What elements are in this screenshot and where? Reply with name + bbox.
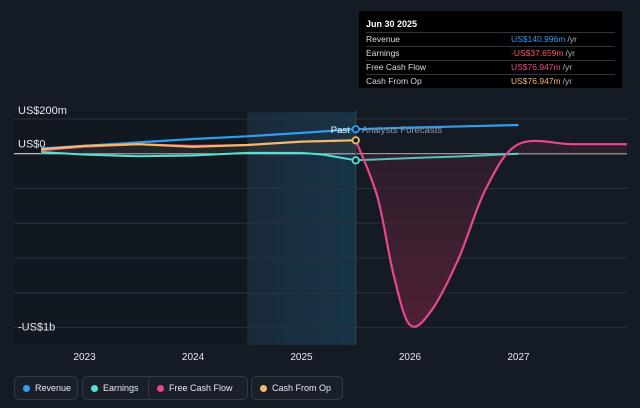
tooltip-row-cfo: Cash From Op US$76.947m/yr bbox=[366, 74, 615, 88]
series-line-earnings-forecast bbox=[355, 152, 519, 162]
x-tick-label: 2023 bbox=[73, 352, 96, 363]
tooltip-number: US$76.947m bbox=[511, 62, 561, 72]
x-tick-label: 2027 bbox=[507, 352, 530, 363]
x-tick-label: 2026 bbox=[399, 352, 422, 363]
last-year-band bbox=[247, 112, 356, 345]
y-tick-label: US$0 bbox=[18, 139, 46, 151]
tooltip-unit: /yr bbox=[562, 62, 573, 72]
tooltip-unit: /yr bbox=[567, 34, 577, 44]
past-label: Past bbox=[331, 125, 350, 136]
revenue-marker bbox=[351, 125, 360, 134]
forecast-label: Analysts Forecasts bbox=[362, 125, 442, 136]
tooltip-number: US$140.996m bbox=[511, 34, 566, 44]
tooltip-value: US$140.996m/yr bbox=[511, 33, 577, 46]
fcf-dot-icon bbox=[157, 385, 164, 392]
revenue-dot-icon bbox=[23, 385, 30, 392]
cfo-dot-icon bbox=[260, 385, 267, 392]
tooltip-label: Free Cash Flow bbox=[366, 62, 426, 72]
tooltip-number: -US$37.659m bbox=[511, 48, 564, 58]
legend-label: Cash From Op bbox=[272, 383, 332, 393]
tooltip-row-fcf: Free Cash Flow US$76.947m/yr bbox=[366, 60, 615, 74]
tooltip-unit: /yr bbox=[565, 48, 575, 58]
series-line-fcf-forecast bbox=[354, 139, 627, 328]
tooltip-value: -US$37.659m/yr bbox=[511, 47, 575, 60]
tooltip-label: Revenue bbox=[366, 34, 401, 44]
tooltip-number: US$76.947m bbox=[511, 76, 561, 86]
earnings-marker bbox=[351, 156, 360, 165]
tooltip-value: US$76.947m/yr bbox=[511, 61, 572, 74]
y-tick-label: -US$1b bbox=[18, 322, 55, 334]
legend-label: Free Cash Flow bbox=[169, 383, 233, 393]
x-tick-label: 2025 bbox=[290, 352, 313, 363]
tooltip-unit: /yr bbox=[562, 76, 573, 86]
legend-item-fcf[interactable]: Free Cash Flow bbox=[148, 376, 248, 400]
y-tick-label: US$200m bbox=[18, 105, 67, 117]
fcf-area bbox=[355, 140, 627, 327]
earnings-dot-icon bbox=[91, 385, 98, 392]
tooltip-row-earnings: Earnings -US$37.659m/yr bbox=[366, 46, 615, 60]
legend-label: Revenue bbox=[35, 383, 72, 393]
tooltip-row-revenue: Revenue US$140.996m/yr bbox=[366, 32, 615, 46]
tooltip-value: US$76.947m/yr bbox=[511, 75, 572, 88]
tooltip-date: Jun 30 2025 bbox=[366, 19, 418, 29]
tooltip-label: Earnings bbox=[366, 48, 400, 58]
series-line-cfo bbox=[41, 139, 356, 151]
data-tooltip: Jun 30 2025 Revenue US$140.996m/yr Earni… bbox=[359, 11, 622, 88]
series-line-earnings bbox=[41, 151, 356, 162]
legend-item-revenue[interactable]: Revenue bbox=[14, 376, 78, 400]
tooltip-label: Cash From Op bbox=[366, 76, 422, 86]
cfo-marker bbox=[351, 136, 360, 145]
x-tick-label: 2024 bbox=[182, 352, 205, 363]
legend-label: Earnings bbox=[103, 383, 139, 393]
legend-item-cfo[interactable]: Cash From Op bbox=[251, 376, 343, 400]
